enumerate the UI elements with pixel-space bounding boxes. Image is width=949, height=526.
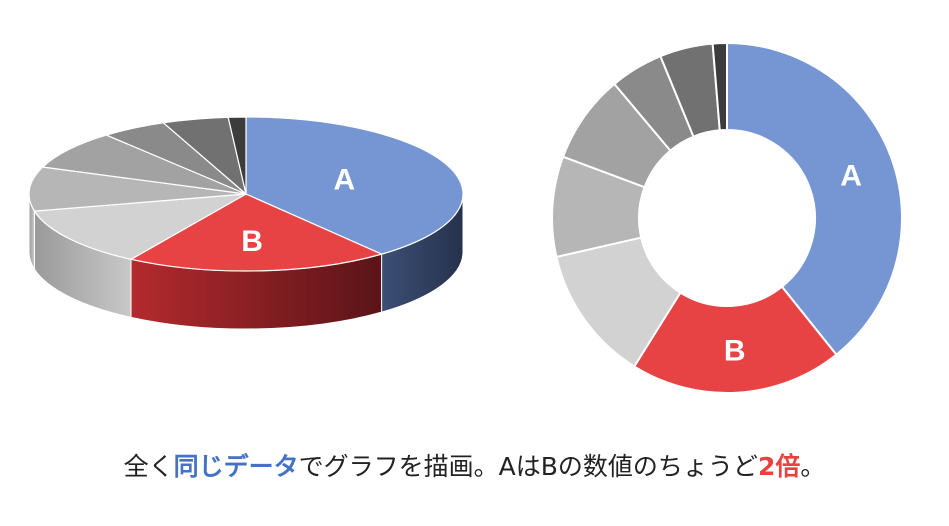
pie-3d-chart: AB (28, 116, 464, 330)
doughnut-label-A: A (840, 159, 862, 192)
caption-highlight-same-data: 同じデータ (173, 452, 299, 481)
doughnut-slice-7 (711, 41, 728, 132)
doughnut-slice-1 (632, 285, 838, 394)
pie3d-slice-0 (245, 116, 464, 255)
doughnut-label-B: B (724, 334, 746, 367)
pie3d-slice-2 (33, 193, 247, 260)
doughnut-slice-0 (726, 41, 903, 357)
pie3d-label-B: B (241, 225, 263, 258)
pie3d-slice-1 (129, 193, 384, 272)
caption-highlight-double: 2倍 (757, 452, 801, 481)
caption-part1: 全く (123, 452, 174, 481)
pie3d-slice-7 (227, 116, 247, 195)
doughnut-chart: AB (551, 41, 903, 394)
pie3d-label-A: A (333, 164, 355, 197)
caption: 全く同じデータでグラフを描画。AはBの数値のちょうど2倍。 (0, 447, 949, 483)
pie3d-slice-4 (41, 134, 247, 195)
pie3d-slice-3 (28, 166, 247, 212)
caption-part5: 。 (800, 452, 826, 481)
caption-part3: でグラフを描画。AはBの数値のちょうど (298, 452, 758, 481)
